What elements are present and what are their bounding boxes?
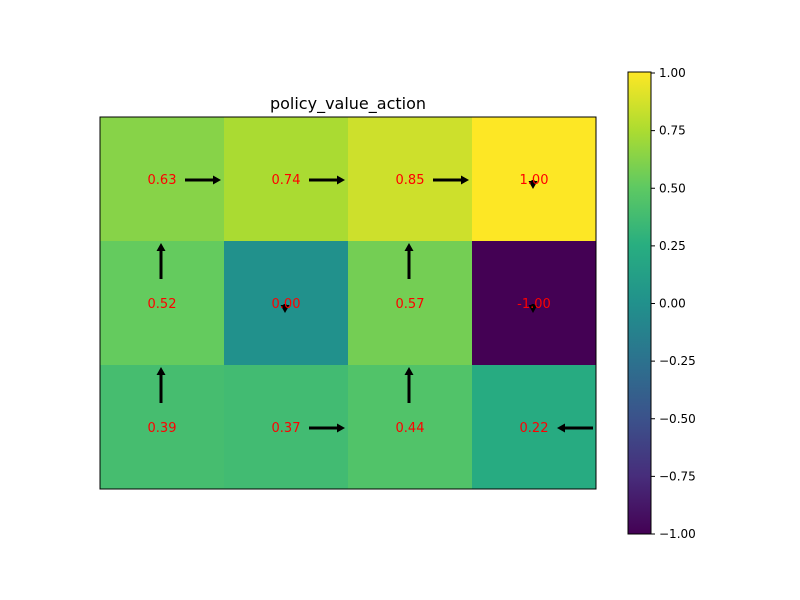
colorbar-tick-label: 0.50 [659, 181, 686, 195]
cell-value-r0-c1: 0.74 [272, 173, 301, 188]
cell-value-r1-c0: 0.52 [148, 297, 177, 312]
action-arrow-r0-c2 [433, 175, 469, 185]
colorbar [627, 71, 652, 535]
heatmap-cell-r0-c3 [472, 117, 596, 241]
action-arrow-r1-c2 [404, 243, 414, 279]
cell-value-r1-c1: 0.00 [272, 297, 301, 312]
cell-value-r2-c2: 0.44 [396, 421, 425, 436]
heatmap-arrows [156, 175, 593, 433]
cell-value-r0-c2: 0.85 [396, 173, 425, 188]
colorbar-tick-label: −0.75 [659, 469, 696, 483]
chart-title: policy_value_action [270, 94, 426, 114]
action-arrow-r2-c1 [309, 423, 345, 433]
action-arrow-r2-c3 [557, 423, 593, 433]
heatmap-cell-r1-c3 [472, 241, 596, 365]
colorbar-tick-label: −1.00 [659, 527, 696, 541]
colorbar-tick-label: −0.25 [659, 354, 696, 368]
colorbar-tick-label: 0.25 [659, 239, 686, 253]
cell-value-r1-c2: 0.57 [396, 297, 425, 312]
action-arrow-r0-c1 [309, 175, 345, 185]
cell-value-r0-c0: 0.63 [148, 173, 177, 188]
cell-value-r0-c3: 1.00 [520, 173, 549, 188]
action-arrow-r2-c2 [404, 367, 414, 403]
action-arrow-r0-c3 [528, 180, 538, 189]
heatmap-cells [100, 117, 596, 489]
colorbar-tick-label: 0.00 [659, 297, 686, 311]
action-arrow-r1-c3 [528, 304, 538, 313]
action-arrow-r1-c1 [280, 304, 290, 313]
colorbar-ticks: 1.00 0.75 0.50 0.25 0.00 −0.25 −0.50 −0.75 −1.00 [651, 66, 696, 541]
action-arrow-r2-c0 [156, 367, 166, 403]
colorbar-tick-label: 1.00 [659, 66, 686, 80]
heatmap-cell-r1-c1 [224, 241, 348, 365]
cell-value-r2-c3: 0.22 [520, 421, 549, 436]
colorbar-tick-label: 0.75 [659, 124, 686, 138]
cell-value-r2-c1: 0.37 [272, 421, 301, 436]
heatmap-frame [99, 116, 597, 490]
colorbar-tick-label: −0.50 [659, 412, 696, 426]
cell-value-r1-c3: -1.00 [517, 297, 551, 312]
action-arrow-r0-c0 [185, 175, 221, 185]
action-arrow-r1-c0 [156, 243, 166, 279]
cell-value-r2-c0: 0.39 [148, 421, 177, 436]
heatmap-labels: 0.63 0.74 0.85 1.00 0.52 0.00 0.57 -1.00 0.39 0.3… [148, 173, 551, 436]
